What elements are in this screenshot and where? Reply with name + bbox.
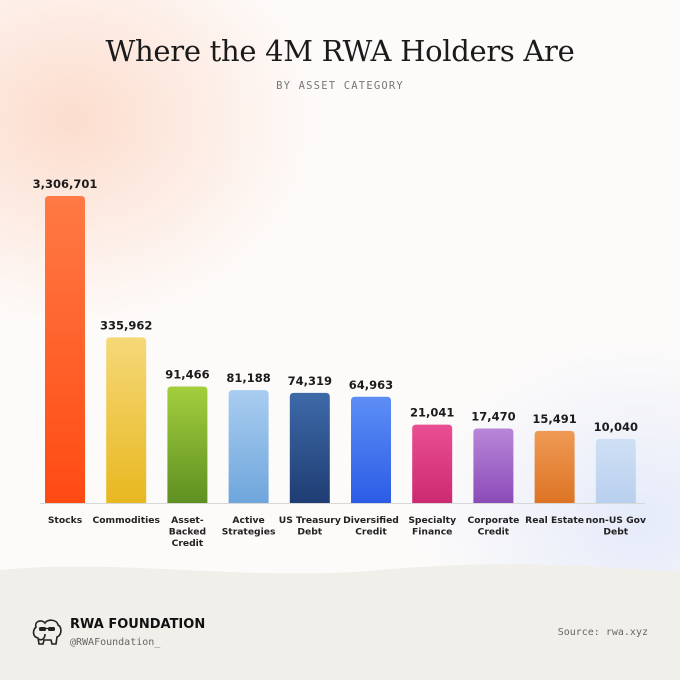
category-label: Finance bbox=[412, 527, 452, 538]
category-label: Credit bbox=[355, 527, 387, 538]
value-label: 21,041 bbox=[410, 406, 454, 420]
category-label: Debt bbox=[603, 527, 628, 538]
elephant-with-sunglasses-icon bbox=[32, 619, 62, 645]
category-label: Strategies bbox=[222, 527, 276, 538]
category-label: Diversified bbox=[343, 515, 399, 526]
category-label: Active bbox=[232, 515, 264, 526]
category-label: Real Estate bbox=[525, 515, 584, 526]
category-label: US Treasury bbox=[279, 515, 341, 526]
category-labels-group: 3,306,701 Stocks 335,962 Commodities 91,466 A… bbox=[33, 177, 646, 549]
brand-handle: @RWAFoundation_ bbox=[70, 637, 161, 648]
chart-title: Where the 4M RWA Holders Are bbox=[105, 34, 575, 68]
category-label: Corporate bbox=[467, 515, 519, 526]
category-label: Debt bbox=[297, 527, 322, 538]
bar-asset-backed-credit bbox=[167, 386, 208, 503]
bar-active-strategies bbox=[228, 390, 269, 503]
category-label: Specialty bbox=[408, 515, 456, 526]
bar-non-us-gov-debt bbox=[595, 438, 636, 503]
value-label: 74,319 bbox=[288, 374, 332, 388]
bar-commodities bbox=[106, 337, 147, 503]
bar-corporate-credit bbox=[473, 428, 514, 503]
bar-specialty-finance bbox=[412, 424, 453, 503]
category-label: Asset- bbox=[171, 515, 204, 526]
bar-diversified-credit bbox=[351, 396, 391, 503]
category-label: non-US Gov bbox=[586, 515, 646, 526]
category-label: Credit bbox=[478, 527, 510, 538]
category-label: Backed bbox=[169, 527, 206, 538]
source-note: Source: rwa.xyz bbox=[557, 627, 648, 638]
bar-real-estate bbox=[534, 430, 575, 503]
value-label: 81,188 bbox=[226, 371, 270, 385]
value-label: 17,470 bbox=[471, 409, 515, 423]
value-label: 10,040 bbox=[594, 420, 638, 434]
chart-subtitle: BY ASSET CATEGORY bbox=[276, 80, 404, 92]
value-label: 91,466 bbox=[165, 367, 209, 381]
category-label: Stocks bbox=[48, 515, 83, 526]
category-label: Commodities bbox=[92, 515, 160, 526]
bar-us-treasury-debt bbox=[289, 392, 330, 503]
bar-stocks bbox=[45, 196, 85, 503]
value-label: 15,491 bbox=[532, 412, 576, 426]
value-label: 3,306,701 bbox=[33, 177, 98, 191]
value-label: 64,963 bbox=[349, 378, 393, 392]
category-label: Credit bbox=[172, 538, 204, 549]
bars-group bbox=[45, 196, 636, 503]
brand-name: RWA FOUNDATION bbox=[70, 617, 206, 632]
value-label: 335,962 bbox=[100, 318, 152, 332]
